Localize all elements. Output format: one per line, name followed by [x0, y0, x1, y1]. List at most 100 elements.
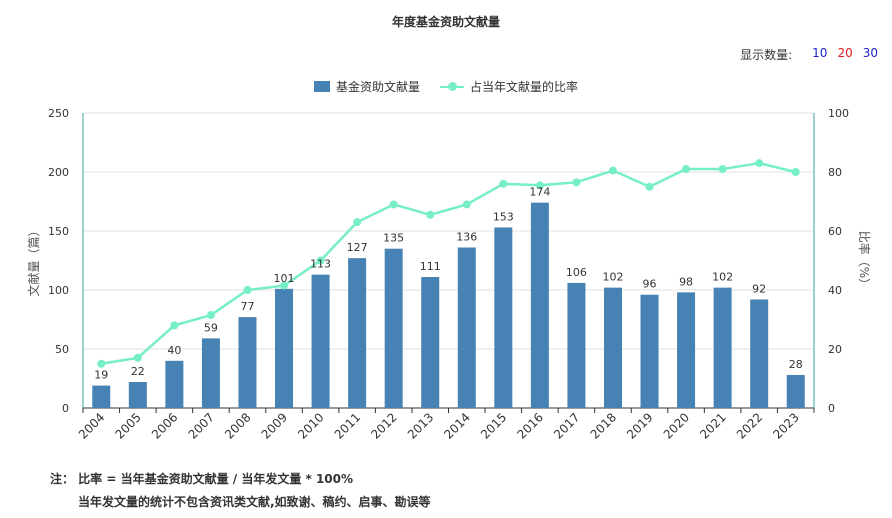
y-tick-label-left: 250 — [48, 107, 69, 120]
bar-data-label: 40 — [167, 344, 181, 357]
ratio-point — [791, 168, 800, 176]
y-tick-label-left: 0 — [62, 402, 69, 415]
bar-data-label: 127 — [347, 241, 368, 254]
bar — [750, 299, 769, 408]
legend-line-label: 占当年文献量的比率 — [470, 80, 579, 94]
bar-data-label: 111 — [420, 260, 441, 273]
ratio-point — [389, 200, 398, 209]
bar-data-label: 101 — [274, 272, 295, 285]
bar-data-label: 113 — [310, 258, 331, 271]
x-tick-label: 2022 — [734, 410, 765, 441]
y-tick-label-right: 80 — [828, 166, 842, 179]
note-ratio-formula: 注： 比率 = 当年基金资助文献量 / 当年发文量 * 100% — [50, 472, 354, 486]
bar-data-label: 28 — [789, 358, 803, 371]
display-count-option-30[interactable]: 30 — [862, 46, 878, 60]
ratio-point — [572, 178, 581, 187]
bar — [677, 292, 696, 408]
x-tick-label: 2013 — [405, 410, 436, 441]
bar — [640, 294, 659, 408]
bar — [311, 274, 330, 408]
bar-data-label: 22 — [131, 365, 145, 378]
ratio-line — [101, 161, 797, 365]
bar-data-label: 77 — [240, 300, 254, 313]
x-tick-label: 2019 — [624, 410, 655, 441]
ratio-point — [462, 200, 471, 209]
bar — [165, 360, 184, 408]
legend-item-line[interactable]: 占当年文献量的比率 — [440, 78, 578, 95]
y-tick-label-right: 100 — [828, 107, 849, 120]
legend-line-swatch — [440, 81, 464, 92]
x-tick-label: 2005 — [112, 410, 143, 441]
ratio-point — [426, 210, 435, 219]
ratio-point — [499, 179, 508, 188]
bar-data-label: 102 — [712, 271, 733, 284]
y-tick-label-right: 0 — [828, 402, 835, 415]
y-axis-title-left: 文献量（篇） — [26, 224, 41, 296]
x-tick-label: 2018 — [588, 410, 619, 441]
x-tick-label: 2011 — [332, 410, 363, 441]
ratio-point — [170, 321, 179, 330]
bar-data-label: 19 — [94, 369, 108, 382]
x-tick-label: 2021 — [697, 410, 728, 441]
bar — [238, 317, 257, 408]
x-tick-label: 2012 — [368, 410, 399, 441]
bar-data-label: 98 — [679, 275, 693, 288]
legend-item-bar[interactable]: 基金资助文献量 — [313, 78, 420, 95]
x-tick-label: 2010 — [295, 410, 326, 441]
bar — [603, 287, 622, 408]
y-tick-label-right: 20 — [828, 343, 842, 356]
bar-data-label: 136 — [456, 231, 477, 244]
x-tick-label: 2008 — [222, 410, 253, 441]
x-tick-label: 2007 — [186, 410, 217, 441]
bar-data-label: 59 — [204, 321, 218, 334]
ratio-point — [682, 165, 691, 174]
chart-legend: 基金资助文献量 占当年文献量的比率 — [0, 78, 892, 95]
chart-title: 年度基金资助文献量 — [391, 15, 500, 29]
x-tick-label: 2015 — [478, 410, 509, 441]
bar — [348, 258, 367, 408]
y-tick-label-left: 50 — [55, 343, 69, 356]
bar — [201, 338, 220, 408]
display-count-option-10[interactable]: 10 — [812, 46, 828, 60]
ratio-point — [645, 182, 654, 191]
bar — [421, 277, 440, 408]
y-tick-label-left: 150 — [48, 225, 69, 238]
ratio-point — [353, 218, 362, 227]
display-count-selector: 显示数量: 10 20 30 — [740, 46, 878, 63]
bar — [567, 282, 586, 408]
x-tick-label: 2006 — [149, 410, 180, 441]
display-count-label: 显示数量: — [740, 48, 793, 62]
bar — [384, 248, 403, 408]
bar — [457, 247, 476, 408]
bar — [128, 382, 147, 408]
bar — [92, 385, 111, 408]
ratio-point — [608, 166, 617, 175]
bar-data-label: 106 — [566, 266, 587, 279]
ratio-point — [133, 353, 142, 362]
ratio-point — [316, 256, 325, 265]
note-exclusions: 当年发文量的统计不包含资讯类文献,如致谢、稿约、启事、勘误等 — [78, 495, 431, 509]
ratio-point — [206, 311, 215, 320]
y-tick-label-right: 40 — [828, 284, 842, 297]
bar — [786, 374, 805, 408]
bar-data-label: 174 — [529, 186, 550, 199]
ratio-point — [535, 181, 544, 190]
bar — [494, 227, 513, 408]
bar — [713, 287, 732, 408]
y-axis-title-right: 比率（%） — [857, 231, 872, 290]
bar-data-label: 153 — [493, 210, 514, 223]
x-tick-label: 2023 — [770, 410, 801, 441]
x-tick-label: 2016 — [514, 410, 545, 441]
x-tick-label: 2017 — [551, 410, 582, 441]
y-tick-label-right: 60 — [828, 225, 842, 238]
ratio-point — [243, 286, 252, 294]
x-tick-label: 2020 — [661, 410, 692, 441]
ratio-point — [97, 359, 106, 368]
display-count-option-20[interactable]: 20 — [837, 46, 853, 60]
bar-data-label: 102 — [602, 271, 623, 284]
ratio-point — [755, 159, 764, 168]
x-tick-label: 2014 — [441, 410, 472, 441]
legend-bar-swatch — [313, 81, 330, 92]
bar-data-label: 96 — [643, 278, 657, 291]
